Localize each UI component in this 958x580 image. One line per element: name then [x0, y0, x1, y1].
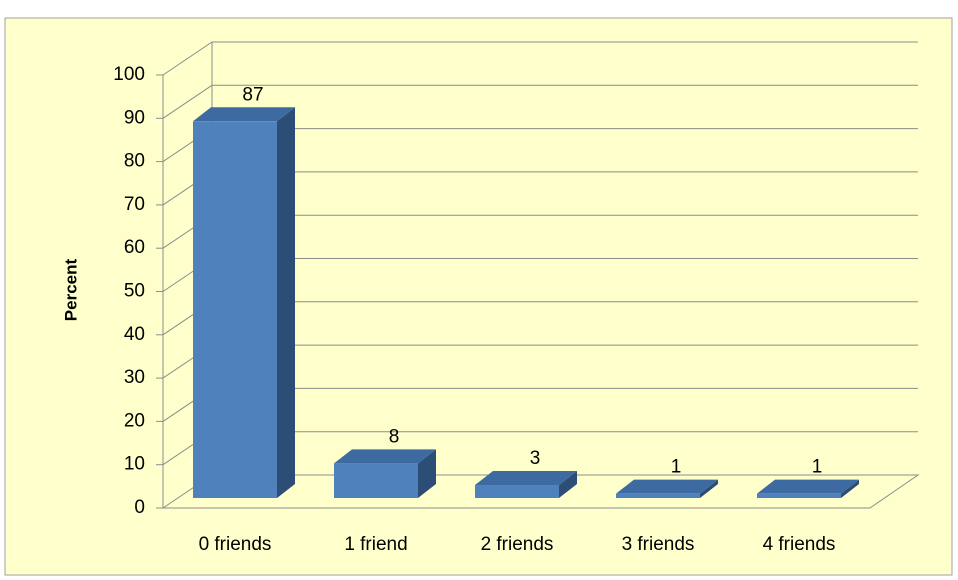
y-tick-label: 20: [124, 410, 145, 431]
x-tick-label: 1 friend: [344, 534, 407, 555]
bar: [616, 493, 700, 498]
bar-side: [841, 479, 859, 498]
x-tick-label: 2 friends: [481, 534, 554, 555]
y-tick-label: 30: [124, 367, 145, 388]
grid-line: [162, 84, 918, 119]
bar-side: [700, 479, 718, 498]
bar-side: [559, 471, 577, 498]
bar-side: [418, 449, 436, 498]
bar: [475, 485, 559, 498]
x-tick-label: 0 friends: [199, 534, 272, 555]
data-label: 87: [242, 84, 263, 105]
bar: [193, 121, 277, 498]
bar-top: [334, 449, 436, 464]
grid-line: [162, 41, 918, 76]
data-label: 8: [389, 426, 400, 447]
y-tick-label: 10: [124, 454, 145, 475]
data-label: 3: [530, 448, 541, 469]
y-tick-label: 50: [124, 281, 145, 302]
data-label: 1: [671, 457, 682, 478]
data-label: 1: [812, 457, 823, 478]
y-axis-label: Percent: [61, 258, 80, 321]
y-tick-label: 80: [124, 151, 145, 172]
bar-top: [616, 479, 718, 494]
bar-top: [757, 479, 859, 494]
y-tick-label: 90: [124, 107, 145, 128]
y-tick-label: 100: [113, 64, 145, 85]
y-tick-label: 60: [124, 237, 145, 258]
bar: [757, 493, 841, 498]
y-tick-label: 40: [124, 324, 145, 345]
x-tick-label: 4 friends: [763, 534, 836, 555]
y-tick-label: 70: [124, 194, 145, 215]
x-tick-label: 3 friends: [622, 534, 695, 555]
bar: [334, 463, 418, 498]
y-tick-label: 0: [134, 497, 145, 518]
bar-top: [193, 107, 295, 122]
bar-side: [277, 107, 295, 498]
bar-top: [475, 471, 577, 486]
